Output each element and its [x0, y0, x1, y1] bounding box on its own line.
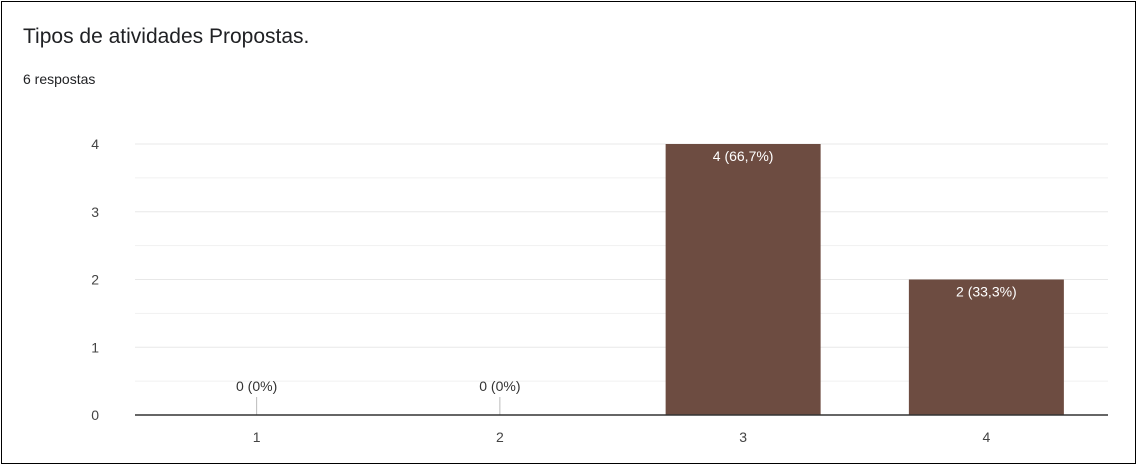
bar — [908, 279, 1064, 415]
y-tick-label: 0 — [91, 407, 99, 423]
y-tick-label: 3 — [91, 204, 99, 220]
bar-data-label: 4 (66,7%) — [713, 148, 774, 164]
bar-data-label: 0 (0%) — [236, 378, 277, 394]
x-tick-label: 1 — [253, 429, 261, 445]
y-tick-label: 1 — [91, 339, 99, 355]
bar-data-label: 2 (33,3%) — [956, 284, 1017, 300]
x-tick-label: 2 — [496, 429, 504, 445]
bar-data-label: 0 (0%) — [479, 378, 520, 394]
bar — [665, 144, 821, 415]
x-tick-label: 3 — [739, 429, 747, 445]
y-tick-label: 2 — [91, 272, 99, 288]
x-tick-label: 4 — [982, 429, 990, 445]
response-count: 6 respostas — [23, 71, 96, 87]
chart-title: Tipos de atividades Propostas. — [23, 25, 310, 48]
y-tick-label: 4 — [91, 136, 99, 152]
